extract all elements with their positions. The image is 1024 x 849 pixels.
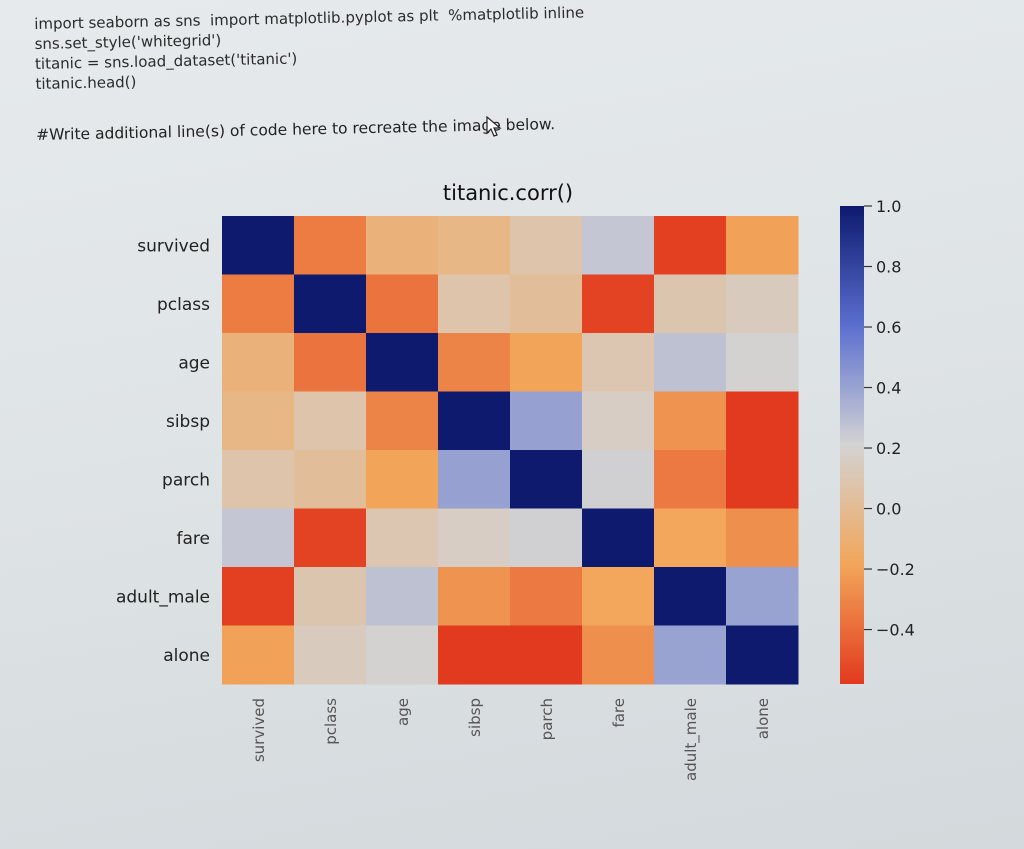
heatmap-cell: [222, 625, 295, 685]
heatmap-cell: [366, 391, 439, 451]
column-label: alone: [754, 698, 772, 739]
heatmap-cell: [222, 508, 295, 568]
heatmap-cell: [582, 567, 655, 626]
heatmap-cell: [366, 450, 439, 509]
row-label: adult_male: [116, 587, 210, 607]
colorbar: [840, 206, 864, 684]
row-label: parch: [162, 470, 210, 490]
colorbar-tick-label: 0.8: [876, 258, 901, 277]
heatmap-cell: [510, 216, 583, 275]
heatmap-cell: [510, 508, 583, 568]
heatmap-cell: [366, 333, 439, 392]
heatmap-cell: [510, 274, 583, 334]
heatmap-cell: [294, 333, 367, 392]
heatmap-cell: [654, 274, 727, 334]
heatmap-cells: [222, 216, 799, 685]
heatmap-cell: [222, 567, 295, 626]
column-label: age: [394, 698, 412, 726]
heatmap-cell: [510, 625, 583, 685]
heatmap-cell: [654, 216, 727, 275]
heatmap-cell: [654, 625, 727, 685]
heatmap-cell: [582, 625, 655, 685]
heatmap-cell: [438, 333, 511, 392]
heatmap-cell: [726, 274, 799, 334]
heatmap-cell: [294, 567, 367, 626]
heatmap-cell: [438, 508, 511, 568]
heatmap-cell: [582, 274, 655, 334]
heatmap-cell: [654, 567, 727, 626]
heatmap-cell: [366, 216, 439, 275]
heatmap-cell: [726, 625, 799, 685]
heatmap-cell: [366, 567, 439, 626]
chart-title: titanic.corr(): [443, 181, 573, 205]
heatmap-cell: [582, 333, 655, 392]
heatmap-cell: [654, 333, 727, 392]
heatmap-cell: [510, 450, 583, 509]
row-label: age: [178, 353, 210, 373]
heatmap-cell: [222, 450, 295, 509]
heatmap-cell: [438, 216, 511, 275]
heatmap-cell: [510, 567, 583, 626]
heatmap-cell: [654, 391, 727, 451]
heatmap-cell: [366, 625, 439, 685]
heatmap-cell: [294, 216, 367, 275]
heatmap-cell: [510, 333, 583, 392]
heatmap-cell: [294, 391, 367, 451]
row-label: alone: [163, 646, 210, 666]
heatmap-cell: [726, 333, 799, 392]
heatmap-cell: [726, 567, 799, 626]
column-labels: survived pclass age sibsp parch fare adult_mal…: [250, 698, 772, 781]
heatmap-cell: [294, 508, 367, 568]
colorbar-tick-label: −0.2: [876, 560, 915, 579]
column-label: sibsp: [466, 698, 484, 737]
heatmap-cell: [726, 216, 799, 275]
column-label: pclass: [322, 698, 340, 745]
heatmap-cell: [294, 274, 367, 334]
heatmap-cell: [222, 391, 295, 451]
colorbar-ticks: 1.0 0.8 0.6 0.4 0.2 0.0 −0.2 −0.4: [864, 197, 915, 640]
heatmap-cell: [222, 333, 295, 392]
heatmap-cell: [582, 391, 655, 451]
heatmap-cell: [654, 450, 727, 509]
row-label: sibsp: [166, 412, 210, 432]
colorbar-tick-label: 0.4: [876, 379, 901, 398]
column-label: survived: [250, 698, 268, 762]
column-label: adult_male: [682, 698, 701, 781]
heatmap-cell: [726, 450, 799, 509]
colorbar-tick-label: 1.0: [876, 197, 901, 216]
heatmap-cell: [510, 391, 583, 451]
heatmap-cell: [222, 216, 295, 275]
row-labels: survived pclass age sibsp parch fare adult_mal…: [116, 236, 210, 666]
heatmap-cell: [582, 508, 655, 568]
mouse-cursor-icon: [486, 116, 502, 137]
column-label: fare: [610, 698, 628, 728]
heatmap-cell: [438, 625, 511, 685]
heatmap-cell: [582, 216, 655, 275]
row-label: fare: [177, 529, 210, 549]
colorbar-tick-label: 0.2: [876, 439, 901, 458]
heatmap-cell: [438, 567, 511, 626]
colorbar-tick-label: 0.6: [876, 318, 901, 337]
heatmap-cell: [366, 274, 439, 334]
heatmap-cell: [726, 391, 799, 451]
heatmap-cell: [438, 274, 511, 334]
heatmap-cell: [582, 450, 655, 509]
heatmap-cell: [366, 508, 439, 568]
colorbar-tick-label: 0.0: [876, 500, 901, 519]
heatmap-cell: [438, 391, 511, 451]
row-label: pclass: [157, 295, 210, 315]
heatmap-cell: [222, 274, 295, 334]
column-label: parch: [538, 698, 556, 740]
heatmap-cell: [654, 508, 727, 568]
row-label: survived: [137, 236, 210, 256]
colorbar-tick-label: −0.4: [876, 621, 915, 640]
heatmap-cell: [294, 625, 367, 685]
heatmap-cell: [726, 508, 799, 568]
heatmap-cell: [438, 450, 511, 509]
heatmap-cell: [294, 450, 367, 509]
